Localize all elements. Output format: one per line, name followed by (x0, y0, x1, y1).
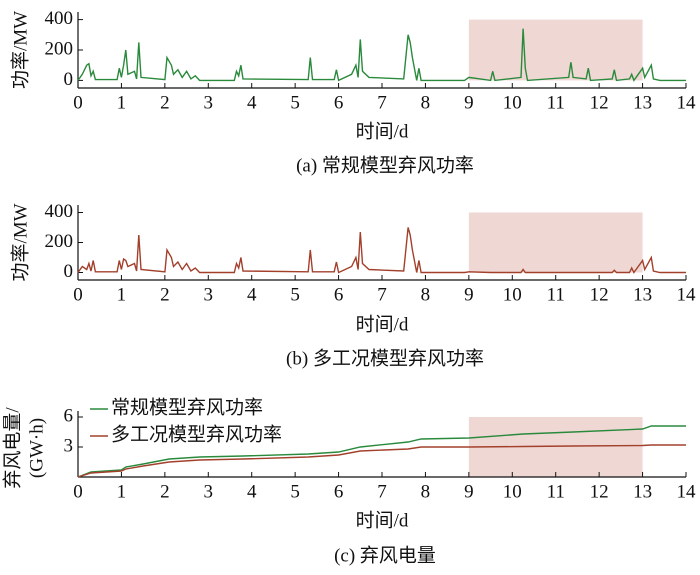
x-tick-label: 10 (503, 481, 522, 502)
x-tick-label: 7 (377, 481, 387, 502)
chart-title: (b) 多工况模型弃风功率 (286, 347, 484, 369)
y-tick-label: 0 (64, 69, 74, 90)
x-tick-label: 14 (677, 481, 697, 502)
x-tick-label: 2 (160, 481, 170, 502)
x-tick-label: 12 (590, 481, 609, 502)
series-line (77, 227, 686, 274)
y-axis-label: 弃风电量/ (1, 407, 23, 489)
x-tick-label: 13 (633, 92, 652, 113)
x-tick-label: 6 (334, 481, 344, 502)
x-tick-label: 3 (204, 92, 214, 113)
x-tick-label: 0 (73, 92, 83, 113)
x-axis-label: 时间/d (356, 313, 409, 335)
y-axis-label: 功率/MW (9, 203, 31, 281)
x-tick-label: 1 (117, 284, 127, 305)
x-tick-label: 14 (677, 92, 697, 113)
chart-title: (a) 常规模型弃风功率 (296, 154, 474, 176)
x-tick-label: 10 (503, 92, 522, 113)
legend-label: 常规模型弃风功率 (111, 396, 263, 418)
y-tick-label: 6 (64, 405, 74, 426)
x-tick-label: 5 (290, 481, 300, 502)
highlight-region (468, 212, 643, 273)
x-tick-label: 11 (547, 481, 565, 502)
x-tick-label: 9 (464, 92, 474, 113)
series-line (77, 444, 686, 478)
x-tick-label: 13 (633, 481, 652, 502)
subplot: 360 1 2 3 4 5 6 7 8 9 10 11 12 13 14常规模型弃风功率多工况模型弃风功率时… (1, 396, 696, 566)
y-axis-label: 功率/MW (9, 11, 31, 89)
x-tick-label: 11 (547, 92, 565, 113)
x-tick-label: 8 (421, 92, 431, 113)
x-tick-label: 9 (464, 481, 474, 502)
x-tick-label: 4 (247, 92, 257, 113)
y-tick-label: 3 (64, 435, 74, 456)
highlight-region (468, 19, 643, 81)
y-axis-label: (GW·h) (26, 418, 47, 478)
x-tick-label: 1 (117, 92, 127, 113)
chart-title: (c) 弃风电量 (334, 544, 436, 566)
x-tick-label: 13 (633, 284, 652, 305)
y-tick-label: 400 (45, 201, 74, 222)
series-line (77, 28, 686, 82)
x-tick-label: 14 (677, 284, 697, 305)
x-axis-label: 时间/d (356, 120, 409, 142)
x-tick-label: 3 (204, 284, 214, 305)
x-tick-label: 8 (421, 284, 431, 305)
x-tick-label: 6 (334, 284, 344, 305)
x-tick-label: 5 (290, 92, 300, 113)
x-tick-label: 9 (464, 284, 474, 305)
x-tick-label: 1 (117, 481, 127, 502)
x-tick-label: 7 (377, 284, 387, 305)
y-tick-label: 400 (45, 8, 74, 29)
x-tick-label: 6 (334, 92, 344, 113)
x-tick-label: 12 (590, 284, 609, 305)
x-tick-label: 10 (503, 284, 522, 305)
x-tick-label: 4 (247, 284, 257, 305)
x-tick-label: 7 (377, 92, 387, 113)
x-tick-label: 2 (160, 284, 170, 305)
y-tick-label: 0 (64, 261, 74, 282)
y-tick-label: 200 (45, 231, 74, 252)
series-line (77, 425, 686, 478)
x-tick-label: 0 (73, 481, 83, 502)
x-tick-label: 3 (204, 481, 214, 502)
legend-label: 多工况模型弃风功率 (111, 423, 282, 445)
x-tick-label: 5 (290, 284, 300, 305)
x-tick-label: 0 (73, 284, 83, 305)
y-tick-label: 200 (45, 38, 74, 59)
x-tick-label: 12 (590, 92, 609, 113)
x-tick-label: 4 (247, 481, 257, 502)
x-tick-label: 8 (421, 481, 431, 502)
x-tick-label: 2 (160, 92, 170, 113)
x-tick-label: 11 (547, 284, 565, 305)
x-axis-label: 时间/d (356, 509, 409, 531)
